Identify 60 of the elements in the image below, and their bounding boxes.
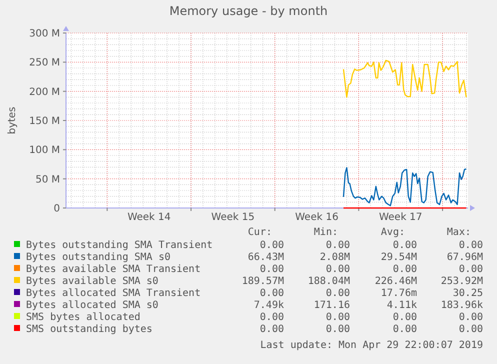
text: Last update: Mon Apr 29 22:00:07 2019 [260,340,483,351]
text: 0.00 [260,240,284,251]
x-tick-label: Week 14 [127,212,171,223]
text: 4.11k [386,300,417,311]
text: 0.00 [326,312,350,323]
text: 0.00 [260,324,284,335]
y-tick-label: 100 M [29,145,60,156]
text: 0.00 [458,312,483,323]
text: 0.00 [392,264,417,275]
line-series [342,60,467,98]
text: 0.00 [326,240,350,251]
text: 0.00 [392,324,417,335]
y-tick-label: 150 M [29,116,60,127]
text: 0.00 [260,264,284,275]
legend-label: Bytes allocated SMA Transient [26,288,201,299]
text: 0.00 [392,240,417,251]
text: 30.25 [452,288,483,299]
y-tick-label: 0 [54,204,60,214]
text: 0.00 [458,240,483,251]
text: 0.00 [326,324,350,335]
y-tick-label: 200 M [29,86,60,98]
text: 0.00 [326,288,350,299]
x-tick-label: Week 16 [295,212,338,223]
text: 226.46M [374,276,417,287]
text: 29.54M [380,252,417,263]
text: Max: [446,227,471,238]
line-series [342,167,467,206]
text: 2.08M [320,252,350,263]
x-tick-label: Week 15 [211,212,255,223]
text: 66.43M [248,252,284,263]
text: 7.49k [254,300,284,311]
text: 0.00 [260,312,284,323]
legend-label: Bytes outstanding SMA Transient [26,240,213,251]
text: 0.00 [458,324,483,335]
chart-title: Memory usage - by month [169,4,328,18]
legend-label: SMS bytes allocated [26,312,140,323]
legend-label: Bytes available SMA Transient [26,264,201,275]
text: 17.76m [380,288,417,299]
text: 183.96k [440,300,483,311]
text: 188.04M [308,276,350,287]
text: 0.00 [458,264,483,275]
text: 253.92M [440,276,483,287]
text: Avg: [380,227,405,238]
y-tick-label: 300 M [29,28,60,40]
text: 0.00 [260,288,284,299]
y-axis-title: bytes [7,106,18,134]
legend-label: Bytes allocated SMA s0 [26,300,158,311]
text: 189.57M [242,276,284,287]
legend-label: Bytes outstanding SMA s0 [26,252,170,263]
text: Cur: [248,227,272,238]
y-tick-label: 50 M [35,174,60,186]
legend-label: Bytes available SMA s0 [26,276,158,287]
text: 0.00 [326,264,350,275]
legend-label: SMS outstanding bytes [26,324,152,335]
text: 67.96M [446,252,483,263]
y-tick-label: 250 M [29,58,60,69]
text: 171.16 [314,300,350,311]
x-tick-label: Week 17 [378,212,422,223]
text: Min: [314,227,338,238]
text: 0.00 [392,312,417,323]
